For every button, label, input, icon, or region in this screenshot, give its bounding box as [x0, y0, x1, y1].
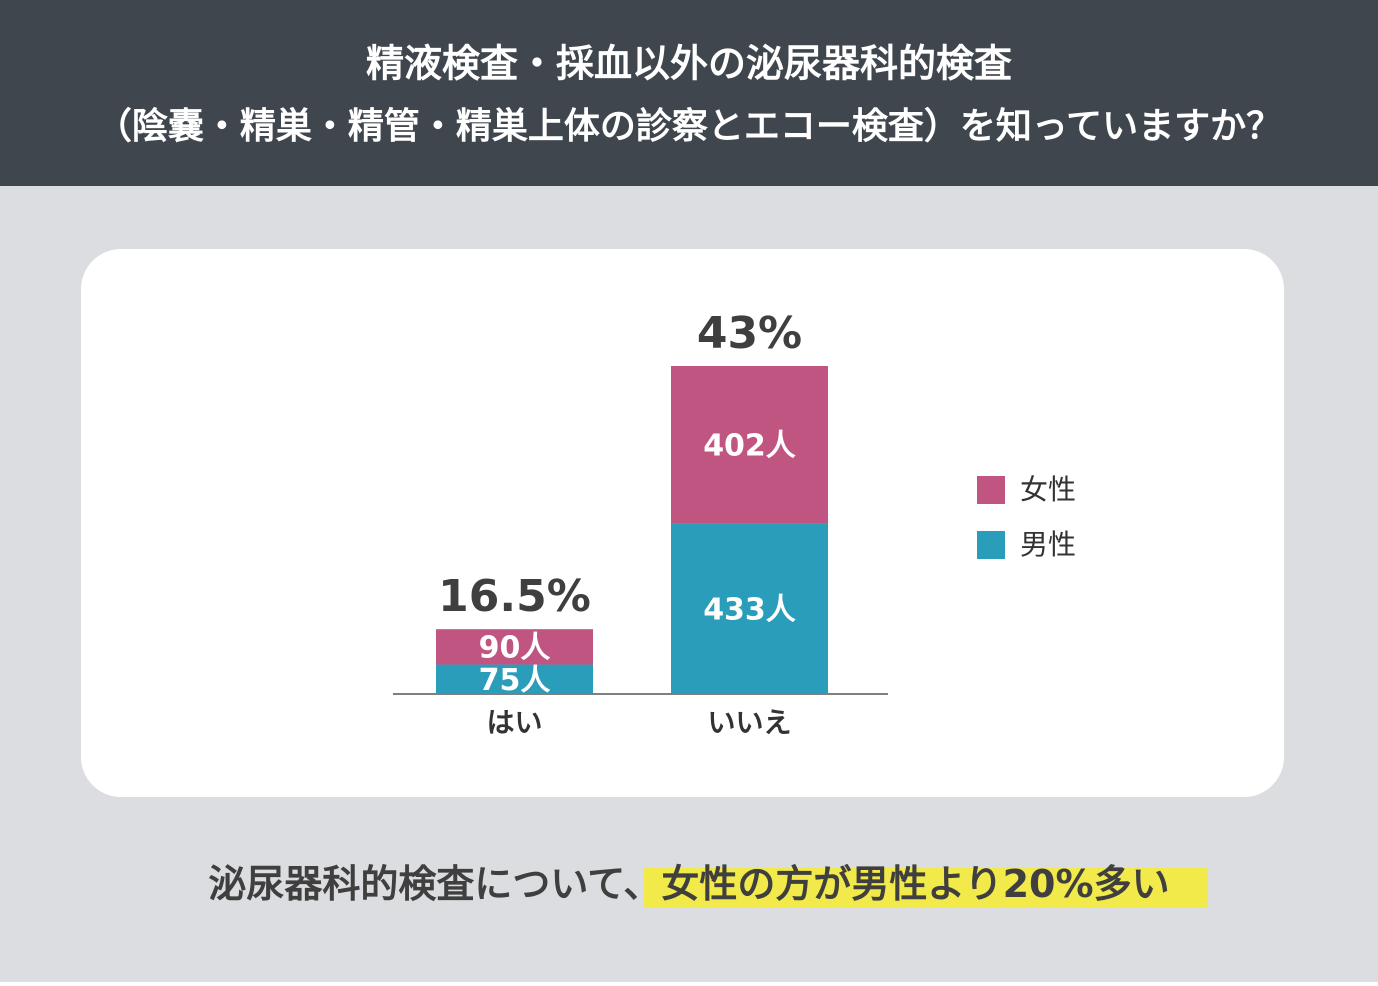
- x-tick-label: はい: [486, 706, 542, 739]
- bar-segment: [436, 664, 593, 694]
- legend-label: 女性: [1020, 473, 1076, 506]
- value-label: 75人: [479, 663, 551, 698]
- note-highlight: 女性の方が男性より20%多い: [661, 862, 1169, 906]
- total-label: 43%: [697, 308, 802, 359]
- chart-subtitle: （陰嚢・精巣・精管・精巣上体の診察とエコー検査）を知っていますか？: [96, 106, 1282, 147]
- value-label: 433人: [703, 592, 796, 627]
- note-text: 泌尿器科的検査について、: [208, 862, 661, 906]
- value-label: 90人: [479, 630, 551, 665]
- legend-swatch: [977, 476, 1005, 504]
- legend-swatch: [977, 531, 1005, 559]
- header: [0, 0, 1378, 186]
- bar-segment: [671, 366, 828, 524]
- legend-label: 男性: [1020, 528, 1076, 561]
- x-tick-label: いいえ: [707, 706, 791, 739]
- value-label: 402人: [703, 428, 796, 463]
- highlight: [644, 868, 1208, 908]
- note: 泌尿器科的検査について、女性の方が男性より20%多い: [208, 862, 1169, 906]
- chart-title: 精液検査・採血以外の泌尿器科的検査: [366, 42, 1012, 86]
- total-label: 16.5%: [438, 571, 591, 622]
- bar-segment: [671, 523, 828, 694]
- bar-segment: [436, 629, 593, 665]
